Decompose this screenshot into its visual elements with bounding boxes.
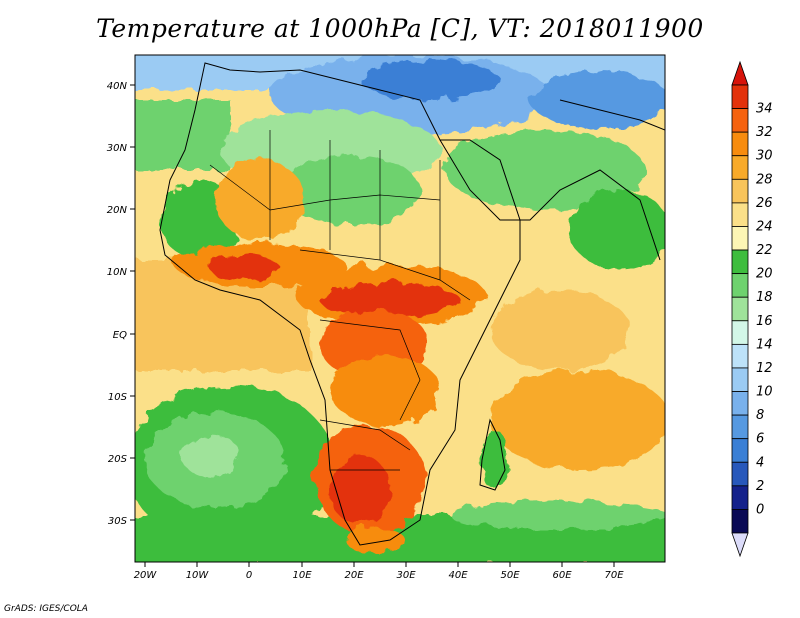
colorbar-swatch xyxy=(731,438,749,463)
chart-title: Temperature at 1000hPa [C], VT: 20180119… xyxy=(96,14,704,43)
x-tick-label: 60E xyxy=(552,570,572,581)
x-tick-label: 40E xyxy=(448,570,468,581)
colorbar-swatch xyxy=(731,249,749,275)
x-tick-label: 70E xyxy=(604,570,624,581)
colorbar-swatch xyxy=(731,367,749,392)
grads-credit: GrADS: IGES/COLA xyxy=(4,604,88,614)
colorbar-label: 8 xyxy=(756,408,764,423)
colorbar-label: 28 xyxy=(756,172,773,187)
colorbar-swatch xyxy=(731,485,749,510)
colorbar-swatch xyxy=(731,108,749,133)
colorbar-swatch xyxy=(731,414,749,440)
colorbar-label: 12 xyxy=(756,361,773,376)
colorbar-swatch xyxy=(731,178,749,204)
y-tick-label: 30S xyxy=(108,516,128,527)
colorbar-label: 14 xyxy=(756,337,773,352)
colorbar-swatch xyxy=(731,461,749,487)
colorbar-label: 18 xyxy=(756,290,773,305)
y-tick-label: 20N xyxy=(107,205,128,216)
y-tick-label: EQ xyxy=(113,330,127,341)
x-tick-label: 0 xyxy=(246,570,252,581)
y-tick-label: 40N xyxy=(107,81,128,92)
colorbar-swatch xyxy=(731,320,749,345)
x-tick-label: 20E xyxy=(344,570,364,581)
colorbar-label: 30 xyxy=(756,149,773,164)
colorbar-swatch xyxy=(731,296,749,322)
colorbar-swatch xyxy=(731,226,749,251)
colorbar-label: 32 xyxy=(756,125,773,140)
colorbar-swatch xyxy=(731,343,749,369)
colorbar-label: 0 xyxy=(756,502,764,517)
colorbar-label: 6 xyxy=(756,432,764,447)
colorbar-under-arrow xyxy=(731,532,749,558)
colorbar-swatch xyxy=(731,155,749,180)
y-tick-label: 30N xyxy=(107,143,128,154)
colorbar-label: 16 xyxy=(756,314,773,329)
colorbar-label: 34 xyxy=(756,102,773,117)
colorbar-swatch xyxy=(731,273,749,298)
x-tick-label: 30E xyxy=(396,570,416,581)
africa-coastline xyxy=(159,62,665,546)
y-tick-label: 10S xyxy=(108,392,128,403)
colorbar-label: 2 xyxy=(756,479,764,494)
colorbar-over-arrow xyxy=(731,60,749,86)
colorbar-swatch xyxy=(731,509,749,534)
y-axis: 40N 30N 20N 10N EQ 10S 20S 30S xyxy=(107,81,135,527)
x-tick-label: 50E xyxy=(500,570,520,581)
colorbar-swatch xyxy=(731,202,749,227)
x-tick-label: 10W xyxy=(186,570,210,581)
map-frame xyxy=(134,54,666,563)
colorbar-label: 10 xyxy=(756,385,773,400)
colorbar-swatches xyxy=(731,84,749,534)
colorbar-label: 26 xyxy=(756,196,773,211)
y-tick-label: 10N xyxy=(107,267,128,278)
colorbar-label: 24 xyxy=(756,219,773,234)
x-axis: 20W 10W 0 10E 20E 30E 40E 50E 60E 70E xyxy=(134,562,624,581)
temperature-field xyxy=(135,55,665,562)
colorbar-swatch xyxy=(731,391,749,416)
colorbar-swatch xyxy=(731,84,749,109)
x-tick-label: 20W xyxy=(134,570,158,581)
x-tick-label: 10E xyxy=(292,570,312,581)
colorbar-label: 22 xyxy=(756,243,773,258)
y-tick-label: 20S xyxy=(108,454,128,465)
country-borders xyxy=(209,130,471,471)
colorbar-swatch xyxy=(731,131,749,157)
colorbar-label: 20 xyxy=(756,267,773,282)
colorbar-label: 4 xyxy=(756,455,764,470)
